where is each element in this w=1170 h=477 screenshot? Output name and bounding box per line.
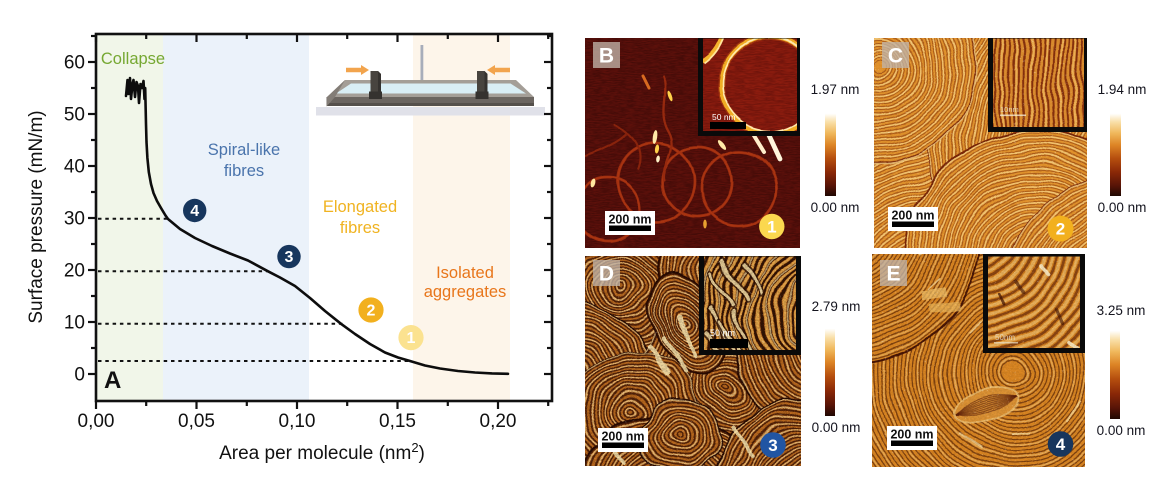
svg-text:40: 40 <box>64 157 85 178</box>
svg-text:10nm: 10nm <box>1000 105 1019 114</box>
svg-text:3: 3 <box>285 249 294 266</box>
svg-text:10: 10 <box>64 313 85 334</box>
svg-text:30: 30 <box>64 209 85 230</box>
svg-text:4: 4 <box>190 203 199 220</box>
svg-text:Elongated: Elongated <box>323 198 397 216</box>
svg-text:200 nm: 200 nm <box>601 430 644 444</box>
svg-text:Isolated: Isolated <box>436 264 494 282</box>
svg-text:aggregates: aggregates <box>424 283 507 301</box>
svg-text:60: 60 <box>64 53 85 74</box>
svg-text:50 nm: 50 nm <box>710 328 735 338</box>
svg-text:B: B <box>599 45 614 68</box>
svg-text:20: 20 <box>64 261 85 282</box>
svg-text:0,20: 0,20 <box>480 411 517 432</box>
svg-text:1: 1 <box>767 218 776 237</box>
svg-text:0,10: 0,10 <box>279 411 316 432</box>
svg-text:A: A <box>104 367 121 394</box>
svg-text:2: 2 <box>367 303 376 320</box>
svg-text:C: C <box>888 45 903 68</box>
svg-text:Spiral-like: Spiral-like <box>208 141 280 159</box>
svg-text:Area per molecule (nm2): Area per molecule (nm2) <box>219 440 425 465</box>
svg-text:200 nm: 200 nm <box>891 209 934 223</box>
svg-text:50 nm: 50 nm <box>712 112 736 122</box>
svg-text:50nm: 50nm <box>995 333 1015 342</box>
svg-text:Collapse: Collapse <box>101 50 165 68</box>
svg-text:0,05: 0,05 <box>178 411 215 432</box>
svg-text:200 nm: 200 nm <box>890 428 933 442</box>
svg-text:4: 4 <box>1056 435 1066 454</box>
svg-text:200 nm: 200 nm <box>608 213 651 227</box>
svg-text:50: 50 <box>64 105 85 126</box>
svg-text:3: 3 <box>768 436 777 455</box>
svg-text:fibres: fibres <box>340 219 380 237</box>
svg-text:1: 1 <box>407 330 416 347</box>
svg-text:0: 0 <box>74 365 85 386</box>
svg-text:0,15: 0,15 <box>379 411 416 432</box>
svg-text:fibres: fibres <box>224 162 264 180</box>
svg-text:D: D <box>599 263 614 286</box>
svg-text:2: 2 <box>1056 220 1065 239</box>
svg-text:Surface pressure (mN/m): Surface pressure (mN/m) <box>26 110 47 323</box>
svg-text:E: E <box>886 263 900 286</box>
svg-text:0,00: 0,00 <box>78 411 115 432</box>
